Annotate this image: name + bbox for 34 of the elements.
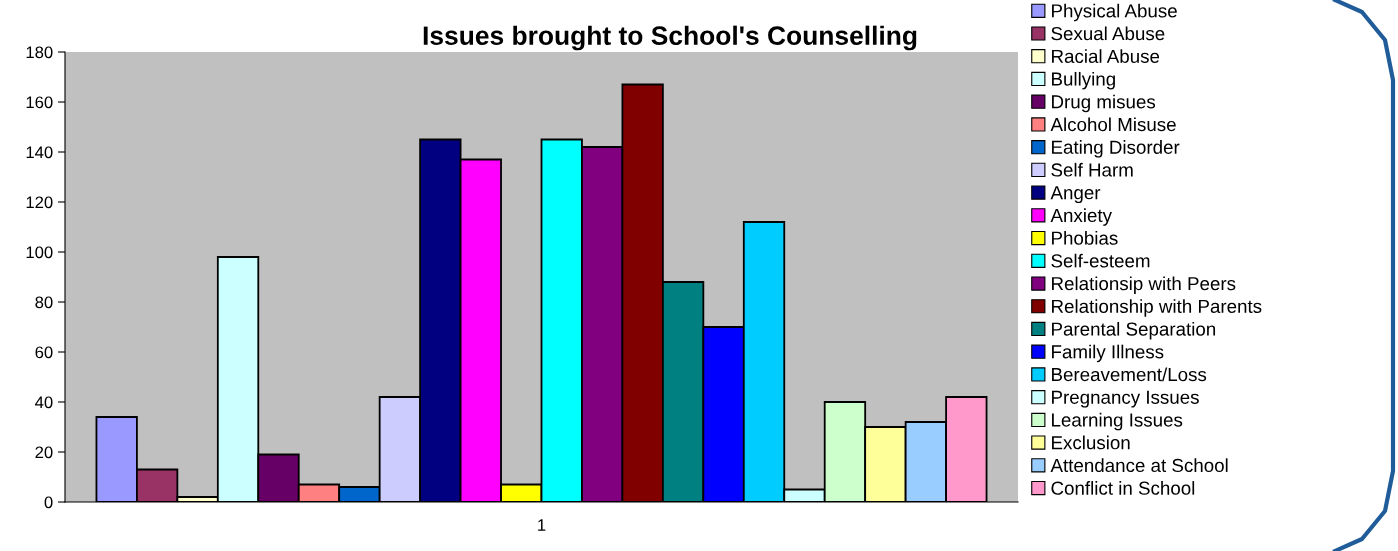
legend-label: Eating Disorder bbox=[1052, 140, 1180, 158]
legend-label: Anxiety bbox=[1050, 208, 1112, 226]
legend-label: Relationsip with Peers bbox=[1052, 276, 1236, 294]
legend-label: Drug misues bbox=[1052, 94, 1156, 113]
legend-label: Sexual Abuse bbox=[1051, 26, 1165, 41]
x-tick-label: 1 bbox=[538, 519, 546, 531]
y-tick-label: 60 bbox=[35, 346, 53, 359]
legend-label: Relationship with Parents bbox=[1052, 299, 1262, 317]
y-tick-label: 0 bbox=[44, 496, 53, 509]
legend-label: Phobias bbox=[1052, 231, 1118, 245]
legend-label: Bullying bbox=[1052, 71, 1115, 90]
chart-title: Issues brought to School's Counselling bbox=[423, 25, 917, 51]
y-tick-label: 140 bbox=[26, 146, 53, 159]
y-tick-label: 160 bbox=[26, 96, 53, 109]
y-tick-label: 20 bbox=[35, 446, 53, 459]
legend-label: Bereavement/Loss bbox=[1052, 367, 1207, 382]
legend-label: Physical Abuse bbox=[1052, 3, 1177, 22]
legend-label: Anger bbox=[1050, 186, 1101, 204]
legend-label: Learning Issues bbox=[1052, 412, 1183, 431]
y-tick-label: 100 bbox=[26, 246, 53, 259]
legend-label: Self Harm bbox=[1051, 162, 1133, 177]
legend-label: Parental Separation bbox=[1052, 321, 1216, 340]
y-tick-label: 40 bbox=[35, 396, 53, 409]
legend-label: Racial Abuse bbox=[1052, 49, 1160, 63]
legend-label: Exclusion bbox=[1052, 435, 1130, 450]
y-tick-label: 120 bbox=[26, 196, 53, 209]
y-tick-label: 80 bbox=[35, 296, 53, 309]
legend-label: Pregnancy Issues bbox=[1052, 390, 1199, 408]
legend-label: Family Illness bbox=[1052, 344, 1164, 363]
legend-label: Self-esteem bbox=[1051, 253, 1150, 268]
legend-label: Conflict in School bbox=[1051, 481, 1195, 495]
legend-label: Alcohol Misuse bbox=[1050, 117, 1176, 132]
y-tick-label: 180 bbox=[26, 46, 53, 59]
legend-label: Attendance at School bbox=[1050, 458, 1228, 473]
